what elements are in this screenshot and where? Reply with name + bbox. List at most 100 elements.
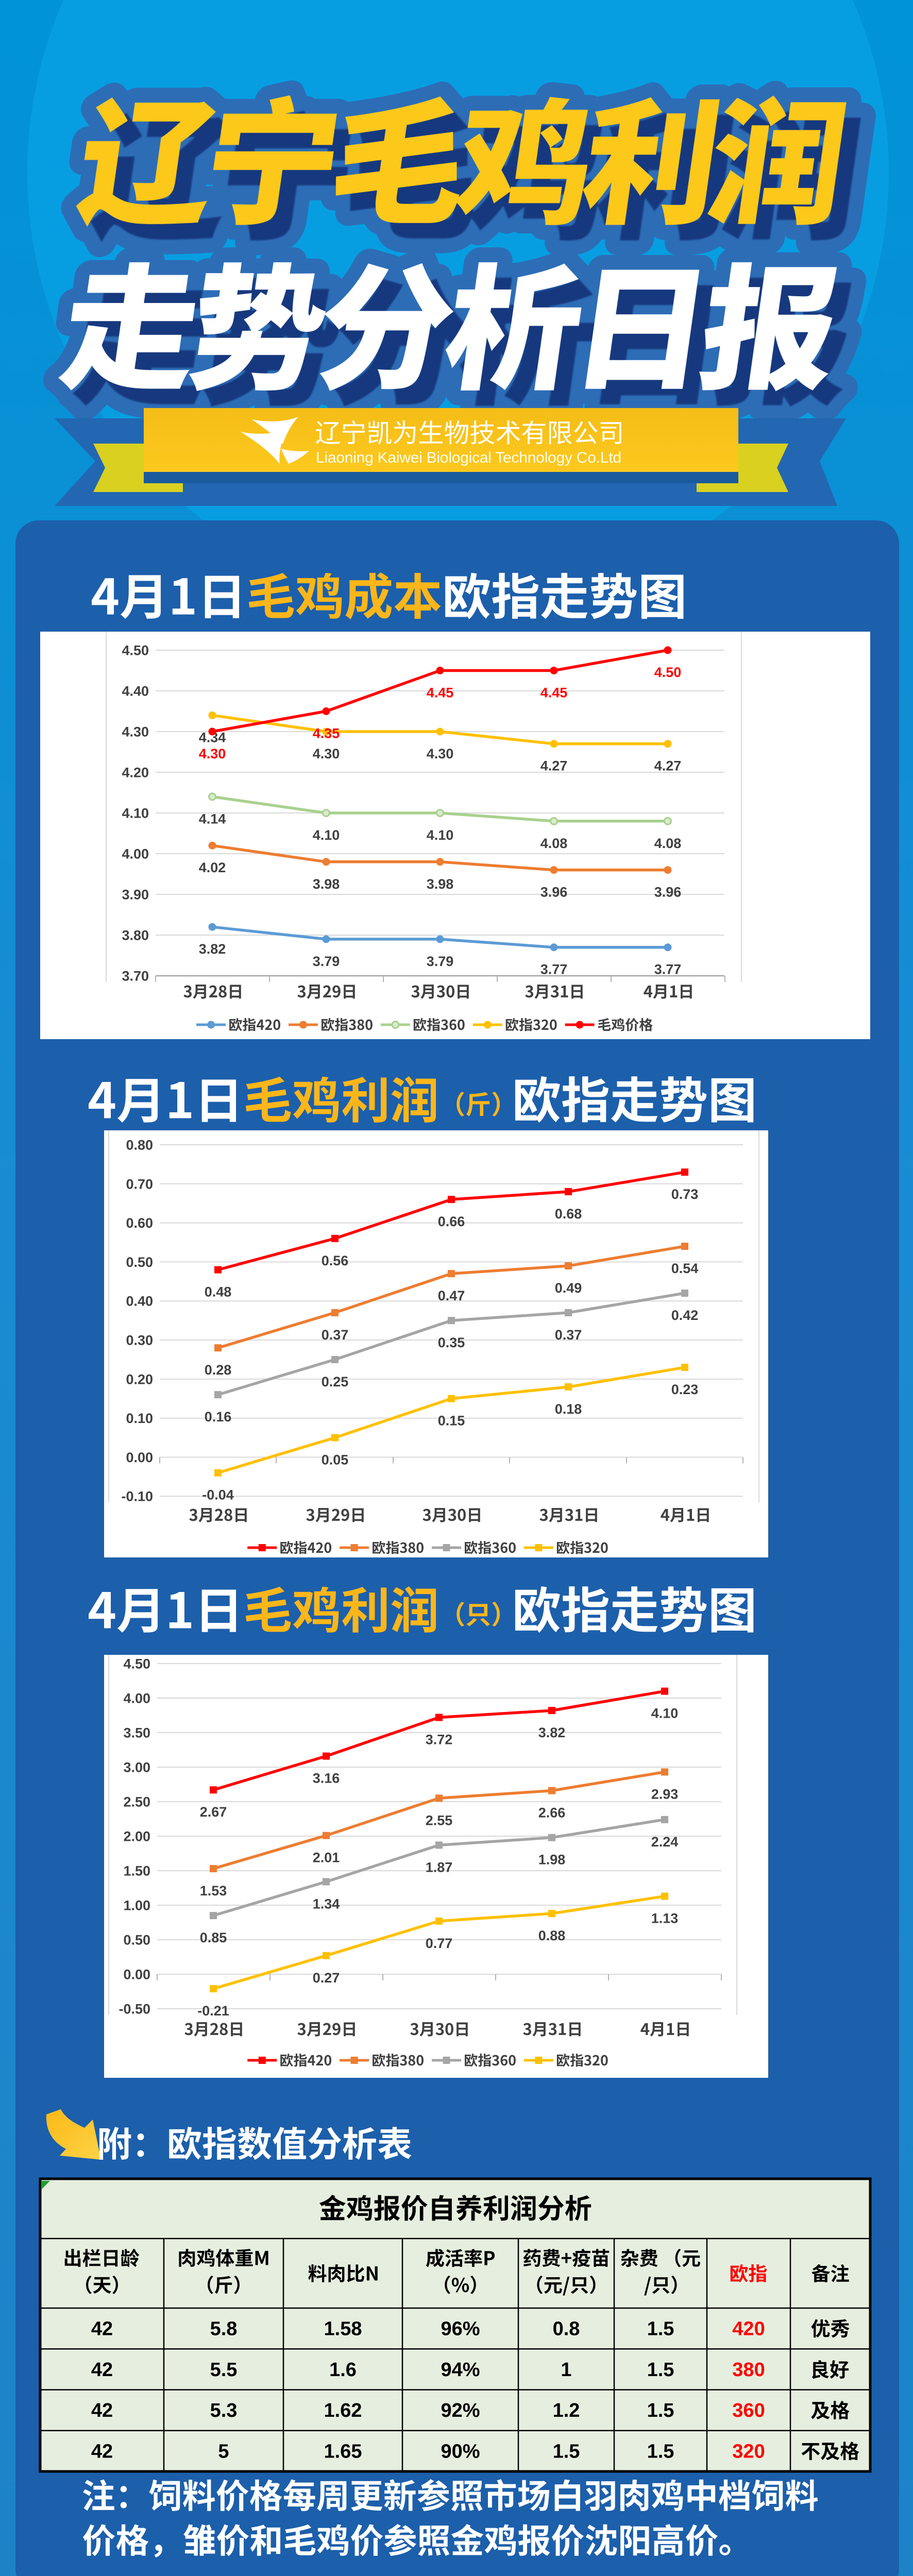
svg-text:94%: 94% <box>441 2359 480 2381</box>
svg-text:4.35: 4.35 <box>313 726 340 741</box>
svg-text:3.98: 3.98 <box>427 876 454 892</box>
svg-text:4.50: 4.50 <box>654 665 682 680</box>
svg-text:2.01: 2.01 <box>313 1850 340 1866</box>
svg-text:4.08: 4.08 <box>654 836 682 851</box>
svg-text:1.98: 1.98 <box>538 1852 566 1868</box>
svg-text:0.85: 0.85 <box>200 1930 227 1945</box>
svg-text:0.42: 0.42 <box>671 1308 699 1323</box>
svg-text:4.10: 4.10 <box>313 827 340 843</box>
svg-text:5.8: 5.8 <box>210 2318 238 2340</box>
svg-text:380: 380 <box>732 2359 765 2381</box>
svg-text:0.60: 0.60 <box>126 1215 153 1231</box>
svg-text:0.73: 0.73 <box>671 1187 699 1202</box>
svg-text:3.82: 3.82 <box>538 1725 566 1740</box>
svg-text:42: 42 <box>91 2359 113 2381</box>
svg-text:360: 360 <box>732 2400 765 2421</box>
svg-text:0.28: 0.28 <box>205 1362 232 1378</box>
svg-text:3.80: 3.80 <box>122 928 149 943</box>
svg-text:2.50: 2.50 <box>123 1794 150 1810</box>
svg-text:0.23: 0.23 <box>671 1382 699 1397</box>
svg-text:4.08: 4.08 <box>540 836 568 851</box>
svg-text:0.18: 0.18 <box>555 1401 582 1417</box>
svg-text:1.2: 1.2 <box>553 2400 580 2421</box>
svg-text:4.20: 4.20 <box>122 765 149 781</box>
svg-text:3.79: 3.79 <box>313 954 340 969</box>
svg-text:4.27: 4.27 <box>540 758 568 774</box>
svg-text:3.16: 3.16 <box>313 1771 340 1786</box>
svg-text:4.27: 4.27 <box>654 758 682 774</box>
svg-text:1.5: 1.5 <box>647 2441 674 2462</box>
svg-text:0.35: 0.35 <box>438 1335 465 1350</box>
svg-text:4.02: 4.02 <box>199 860 226 875</box>
svg-text:2.55: 2.55 <box>426 1812 453 1828</box>
svg-text:2.24: 2.24 <box>651 1834 679 1850</box>
svg-text:4.50: 4.50 <box>122 643 149 658</box>
svg-text:Liaoning Kaiwei Biological Tec: Liaoning Kaiwei Biological Technology Co… <box>316 449 621 466</box>
svg-text:3.77: 3.77 <box>654 962 682 977</box>
svg-text:4.30: 4.30 <box>313 746 340 761</box>
svg-text:0.20: 0.20 <box>126 1371 153 1387</box>
svg-text:3.96: 3.96 <box>540 885 568 900</box>
svg-text:1.53: 1.53 <box>200 1883 227 1899</box>
svg-text:4.10: 4.10 <box>427 827 454 843</box>
svg-text:42: 42 <box>91 2400 113 2421</box>
svg-text:2.93: 2.93 <box>651 1786 679 1802</box>
svg-text:1.5: 1.5 <box>553 2441 580 2462</box>
svg-text:1: 1 <box>561 2359 571 2381</box>
svg-text:4.00: 4.00 <box>123 1691 150 1706</box>
svg-text:-0.04: -0.04 <box>202 1487 234 1503</box>
svg-text:5: 5 <box>218 2441 229 2462</box>
svg-text:0.48: 0.48 <box>205 1284 232 1300</box>
svg-text:0.25: 0.25 <box>322 1374 349 1389</box>
svg-text:0.49: 0.49 <box>555 1280 582 1296</box>
svg-text:3.82: 3.82 <box>199 941 226 957</box>
svg-text:1.62: 1.62 <box>324 2400 362 2421</box>
svg-text:4.30: 4.30 <box>427 746 454 761</box>
svg-text:90%: 90% <box>441 2441 480 2462</box>
svg-text:0.40: 0.40 <box>126 1294 153 1309</box>
svg-text:0.00: 0.00 <box>123 1967 150 1982</box>
svg-text:1.65: 1.65 <box>324 2441 362 2462</box>
svg-text:3.98: 3.98 <box>313 876 340 892</box>
svg-text:0.88: 0.88 <box>538 1928 566 1943</box>
svg-text:320: 320 <box>732 2441 765 2462</box>
svg-text:4.45: 4.45 <box>540 685 568 701</box>
svg-text:92%: 92% <box>441 2400 480 2421</box>
svg-text:0.47: 0.47 <box>438 1288 465 1303</box>
svg-text:1.5: 1.5 <box>647 2400 674 2421</box>
svg-text:2.00: 2.00 <box>123 1829 150 1844</box>
svg-text:0.30: 0.30 <box>126 1333 153 1348</box>
svg-text:3.77: 3.77 <box>540 962 568 977</box>
svg-text:5.3: 5.3 <box>210 2400 238 2421</box>
svg-text:4.00: 4.00 <box>122 846 149 862</box>
svg-text:-0.10: -0.10 <box>121 1489 153 1504</box>
svg-text:0.80: 0.80 <box>126 1138 153 1153</box>
svg-text:42: 42 <box>91 2318 113 2340</box>
svg-text:0.54: 0.54 <box>671 1261 699 1276</box>
svg-text:42: 42 <box>91 2441 113 2462</box>
svg-text:0.16: 0.16 <box>205 1409 232 1425</box>
svg-text:1.50: 1.50 <box>123 1863 150 1879</box>
svg-text:3.50: 3.50 <box>123 1725 150 1741</box>
svg-text:3.96: 3.96 <box>654 885 682 900</box>
svg-text:0.00: 0.00 <box>126 1450 153 1465</box>
svg-text:0.68: 0.68 <box>555 1206 582 1222</box>
svg-text:0.66: 0.66 <box>438 1214 465 1229</box>
svg-text:3.70: 3.70 <box>122 969 149 984</box>
svg-text:4.50: 4.50 <box>123 1656 150 1672</box>
svg-text:0.15: 0.15 <box>438 1413 465 1429</box>
svg-text:96%: 96% <box>441 2318 480 2340</box>
svg-text:3.72: 3.72 <box>426 1732 453 1748</box>
svg-text:4.40: 4.40 <box>122 684 149 699</box>
svg-text:0.37: 0.37 <box>322 1327 349 1343</box>
svg-text:2.67: 2.67 <box>200 1804 227 1820</box>
svg-text:0.8: 0.8 <box>553 2318 580 2340</box>
svg-text:1.5: 1.5 <box>647 2318 674 2340</box>
svg-text:1.6: 1.6 <box>329 2359 357 2381</box>
svg-text:-0.50: -0.50 <box>119 2002 150 2017</box>
svg-text:1.00: 1.00 <box>123 1898 150 1913</box>
svg-text:4.10: 4.10 <box>651 1706 679 1721</box>
svg-text:2.66: 2.66 <box>538 1805 566 1821</box>
svg-text:1.34: 1.34 <box>313 1896 340 1911</box>
svg-text:4.10: 4.10 <box>122 806 149 821</box>
